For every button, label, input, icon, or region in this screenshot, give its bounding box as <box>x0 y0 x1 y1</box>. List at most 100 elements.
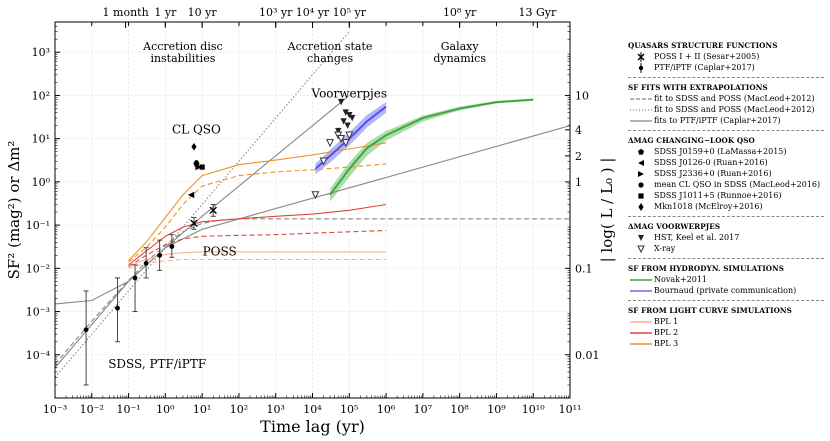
x-tick-label: 10⁷ <box>414 403 433 416</box>
legend-symbol <box>630 97 652 100</box>
right-y-axis-label: | log( L / L₀ ) | <box>598 158 616 263</box>
legend-item-label: Novak+2011 <box>654 275 708 284</box>
point-marker <box>143 261 149 266</box>
x-axis-label: Time lag (yr) <box>260 417 365 436</box>
region-label: Accretion state <box>287 40 373 53</box>
point-marker <box>190 219 198 228</box>
y-tick-label: 10⁻³ <box>26 306 50 319</box>
series-line <box>128 229 387 268</box>
right-tick-label: 0.1 <box>575 262 593 275</box>
legend-item: fit to SDSS and POSS (MacLeod+2012) <box>628 104 828 115</box>
series-line <box>128 163 387 263</box>
legend-separator <box>628 216 824 217</box>
legend-symbol <box>630 278 652 281</box>
point-marker <box>340 118 347 125</box>
series-line <box>128 203 387 266</box>
legend-item-label: X-ray <box>654 244 676 253</box>
legend-item: SDSS J0126-0 (Ruan+2016) <box>628 157 828 168</box>
region-label: changes <box>307 52 353 65</box>
legend-section-title: ΔMAG CHANGING−LOOK QSO <box>628 136 755 145</box>
legend-section: SF FROM HYDRODYN. SIMULATIONS Novak+2011 B… <box>628 263 828 296</box>
legend-item: Novak+2011 <box>628 274 828 285</box>
point-marker <box>199 164 205 170</box>
legend-symbol <box>638 62 644 73</box>
annotation: CL QSO <box>172 123 221 137</box>
series-line <box>128 258 387 269</box>
top-tick-label: 10³ yr <box>259 6 293 19</box>
legend-item-label: SDSS J1011+5 (Runnoe+2016) <box>654 191 782 200</box>
x-tick-label: 10⁹ <box>487 403 506 416</box>
legend-separator <box>628 130 824 131</box>
right-tick-label: 2 <box>575 150 582 163</box>
point-marker <box>337 134 346 143</box>
legend-item: mean CL QSO in SDSS (MacLeod+2016) <box>628 179 828 190</box>
legend-section-title: SF FROM HYDRODYN. SIMULATIONS <box>628 264 785 273</box>
legend-separator <box>628 77 824 78</box>
legend-symbol <box>638 202 644 211</box>
legend-item: SDSS J2336+0 (Ruan+2016) <box>628 168 828 179</box>
series-line <box>128 142 387 262</box>
legend-symbol <box>630 331 652 334</box>
point-marker <box>115 305 120 311</box>
legend-item: Bournaud (private communication) <box>628 285 828 296</box>
legend-item: POSS I + II (Sesar+2005) <box>628 51 828 62</box>
legend-item: HST, Keel et al. 2017 <box>628 232 828 243</box>
legend-item-label: fit to SDSS and POSS (MacLeod+2012) <box>654 94 815 103</box>
annotation: SDSS, PTF/iPTF <box>108 357 206 371</box>
series-lines <box>54 31 571 378</box>
legend-symbol <box>638 159 644 166</box>
region-label: Accretion disc <box>142 40 223 53</box>
legend-symbol <box>638 234 644 241</box>
series-line <box>128 251 387 268</box>
point-marker <box>337 98 345 106</box>
x-tick-label: 10¹ <box>193 403 211 416</box>
legend-item-label: BPL 2 <box>654 328 679 337</box>
y-tick-label: 10⁰ <box>32 176 51 189</box>
legend-item: BPL 2 <box>628 327 828 338</box>
legend-item-label: mean CL QSO in SDSS (MacLeod+2016) <box>654 180 821 189</box>
legend-item-label: SDSS J0126-0 (Ruan+2016) <box>654 158 768 167</box>
point-marker <box>319 157 328 166</box>
y-tick-label: 10⁻¹ <box>26 219 50 232</box>
legend-symbol <box>638 181 644 188</box>
legend-section: ΔMAG CHANGING−LOOK QSO SDSS J0159+0 (LaMa… <box>628 135 828 212</box>
top-tick-label: 1 month <box>103 6 149 19</box>
right-tick-label: 4 <box>575 124 582 137</box>
top-tick-label: 10⁵ yr <box>333 6 367 19</box>
legend-separator <box>628 300 824 301</box>
legend-symbol <box>630 320 652 323</box>
point-marker <box>169 244 175 249</box>
point-marker <box>132 275 138 281</box>
legend-item-label: Mkn1018 (McElroy+2016) <box>654 202 763 211</box>
legend-item: PTF/iPTF (Caplar+2017) <box>628 62 828 73</box>
legend-item-label: POSS I + II (Sesar+2005) <box>654 52 760 61</box>
y-tick-label: 10² <box>32 89 50 102</box>
annotation: Voorwerpjes <box>311 86 388 100</box>
legend-item-label: BPL 3 <box>654 339 679 348</box>
legend-item-label: HST, Keel et al. 2017 <box>654 233 740 242</box>
structure-function-chart: 10⁻³ 10⁻² 10⁻¹ 10⁰ 10¹ 10² 10³ 10⁴ 10⁵ 10⁶ 10⁷ 10⁸ 1… <box>5 6 616 436</box>
y-tick-label: 10⁻⁴ <box>26 349 51 362</box>
region-label: instabilities <box>150 52 215 65</box>
legend-item: SDSS J0159+0 (LaMassa+2015) <box>628 146 828 157</box>
legend: QUASARS STRUCTURE FUNCTIONS POSS I + II (… <box>628 40 828 353</box>
x-tick-label: 10⁻³ <box>43 403 67 416</box>
point-marker <box>342 109 349 116</box>
legend-section-title: SF FITS WITH EXTRAPOLATIONS <box>628 83 768 92</box>
legend-symbol <box>637 148 645 155</box>
x-tick-label: 10⁴ <box>303 403 322 416</box>
x-tick-label: 10³ <box>267 403 285 416</box>
y-tick-label: 10⁻² <box>26 262 50 275</box>
y-tick-label: 10¹ <box>32 133 50 146</box>
point-marker <box>311 191 320 200</box>
legend-symbol <box>630 119 652 122</box>
legend-symbol <box>637 51 645 62</box>
legend-symbol <box>630 108 652 111</box>
x-tick-label: 10⁶ <box>377 403 396 416</box>
x-tick-label: 10¹¹ <box>559 403 582 416</box>
legend-symbol <box>630 342 652 345</box>
legend-section-title: QUASARS STRUCTURE FUNCTIONS <box>628 41 778 50</box>
region-label: dynamics <box>433 52 486 65</box>
point-marker <box>345 131 354 140</box>
